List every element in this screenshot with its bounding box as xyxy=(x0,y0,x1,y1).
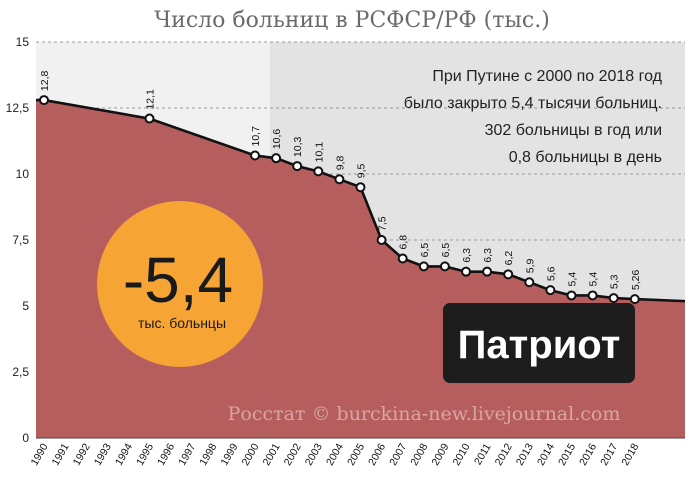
y-tick-label: 0 xyxy=(22,431,29,445)
x-tick-label: 1999 xyxy=(218,441,240,467)
data-point xyxy=(39,95,49,106)
x-tick-label: 1995 xyxy=(134,441,156,467)
x-tick-label: 2011 xyxy=(472,441,494,467)
data-label: 10,6 xyxy=(271,129,283,150)
x-tick-label: 2004 xyxy=(324,441,346,467)
x-tick-label: 1993 xyxy=(92,441,114,467)
x-tick-label: 2002 xyxy=(282,441,304,467)
x-tick-label: 2016 xyxy=(577,441,599,467)
x-tick-label: 2007 xyxy=(387,441,409,467)
x-tick-label: 2000 xyxy=(240,441,262,467)
data-point xyxy=(524,277,535,288)
x-tick-label: 2009 xyxy=(429,441,451,467)
x-tick-label: 2006 xyxy=(366,441,388,467)
x-tick-label: 2014 xyxy=(535,441,557,467)
x-tick-label: 2008 xyxy=(408,441,430,467)
annotation-line-1: При Путине с 2000 по 2018 год xyxy=(432,68,662,85)
x-tick-label: 2003 xyxy=(303,441,325,467)
change-badge-caption: тыс. больнцы xyxy=(138,315,226,331)
data-label: 6,3 xyxy=(461,248,473,263)
annotation-line-4: 0,8 больницы в день xyxy=(509,149,662,166)
data-point xyxy=(482,266,493,277)
data-label: 9,5 xyxy=(356,163,368,178)
data-label: 6,8 xyxy=(398,235,410,250)
data-point xyxy=(461,266,471,277)
data-label: 12,8 xyxy=(39,70,51,91)
x-tick-label: 1994 xyxy=(113,441,135,467)
change-badge-circle xyxy=(97,201,263,367)
x-tick-label: 2012 xyxy=(493,441,515,467)
x-tick-label: 2005 xyxy=(345,441,367,467)
patriot-tag: Патриот xyxy=(443,303,635,383)
y-tick-label: 2,5 xyxy=(12,365,29,379)
data-points: 12,8 12,1 10,7 10,6 10,3 10,1 9,8 9,5 7,5 6,8 6,5 6… xyxy=(39,70,642,305)
x-tick-label: 1991 xyxy=(50,441,72,467)
annotation-line-2: было закрыто 5,4 тысячи больниц. xyxy=(404,95,662,112)
data-label: 6,2 xyxy=(503,251,515,266)
change-badge-value: -5,4 xyxy=(123,244,233,316)
patriot-tag-text: Патриот xyxy=(458,323,621,367)
data-label: 5,9 xyxy=(524,258,536,273)
x-tick-label: 2013 xyxy=(514,441,536,467)
data-label: 5,4 xyxy=(567,272,579,287)
data-point xyxy=(271,153,282,164)
data-point xyxy=(334,174,345,185)
x-tick-label: 2018 xyxy=(619,441,641,467)
data-point xyxy=(292,161,303,172)
data-point xyxy=(313,166,324,177)
x-tick-label: 2010 xyxy=(451,441,473,467)
data-point xyxy=(355,182,366,193)
x-tick-label: 2015 xyxy=(556,441,578,467)
data-label: 6,5 xyxy=(419,243,431,258)
x-tick-label: 1992 xyxy=(71,441,93,467)
data-point xyxy=(587,290,598,301)
x-tick-label: 1998 xyxy=(197,441,219,467)
data-label: 10,7 xyxy=(250,126,262,147)
x-tick-label: 2001 xyxy=(261,441,283,467)
x-tick-label: 2017 xyxy=(598,441,620,467)
data-point xyxy=(397,253,408,264)
annotation: При Путине с 2000 по 2018 год было закры… xyxy=(404,68,663,166)
annotation-line-3: 302 больницы в год или xyxy=(485,122,662,139)
x-axis-ticks: 1990 1991 1992 1993 1994 1995 1996 1997 1998 1999… xyxy=(29,441,642,467)
x-tick-label: 1990 xyxy=(29,441,51,467)
data-point xyxy=(376,235,387,245)
x-tick-label: 1997 xyxy=(176,441,198,467)
data-point xyxy=(545,285,556,296)
data-label: 9,8 xyxy=(334,156,346,171)
patriot-tag-background xyxy=(443,303,635,383)
y-axis-ticks: 0 2,5 5 7,5 10 12,5 15 xyxy=(6,35,30,445)
data-label: 12,1 xyxy=(145,89,157,110)
watermark: Росстат © burckina-new.livejournal.com xyxy=(228,403,621,425)
data-point xyxy=(439,261,450,272)
data-label: 10,3 xyxy=(292,136,304,157)
data-point xyxy=(144,113,155,124)
y-tick-label: 12,5 xyxy=(6,101,30,115)
data-label: 5,6 xyxy=(545,266,557,281)
data-point xyxy=(503,269,514,280)
data-label: 5,26 xyxy=(630,270,642,291)
y-tick-label: 15 xyxy=(16,35,30,49)
data-label: 5,3 xyxy=(609,274,621,289)
x-tick-label: 1996 xyxy=(155,441,177,467)
data-point xyxy=(566,290,577,301)
data-point xyxy=(250,150,260,161)
y-tick-label: 5 xyxy=(22,299,29,313)
data-label: 6,5 xyxy=(440,243,452,258)
y-tick-label: 7,5 xyxy=(12,233,29,247)
data-point xyxy=(418,261,429,272)
change-badge: -5,4 тыс. больнцы xyxy=(97,201,263,367)
chart-title: Число больниц в РСФСР/РФ (тыс.) xyxy=(154,8,550,33)
data-label: 7,5 xyxy=(377,216,389,231)
data-point xyxy=(629,294,640,305)
data-label: 5,4 xyxy=(588,272,600,287)
data-point xyxy=(608,293,619,304)
y-tick-label: 10 xyxy=(16,167,30,181)
data-label: 10,1 xyxy=(313,142,325,163)
data-label: 6,3 xyxy=(482,248,494,263)
